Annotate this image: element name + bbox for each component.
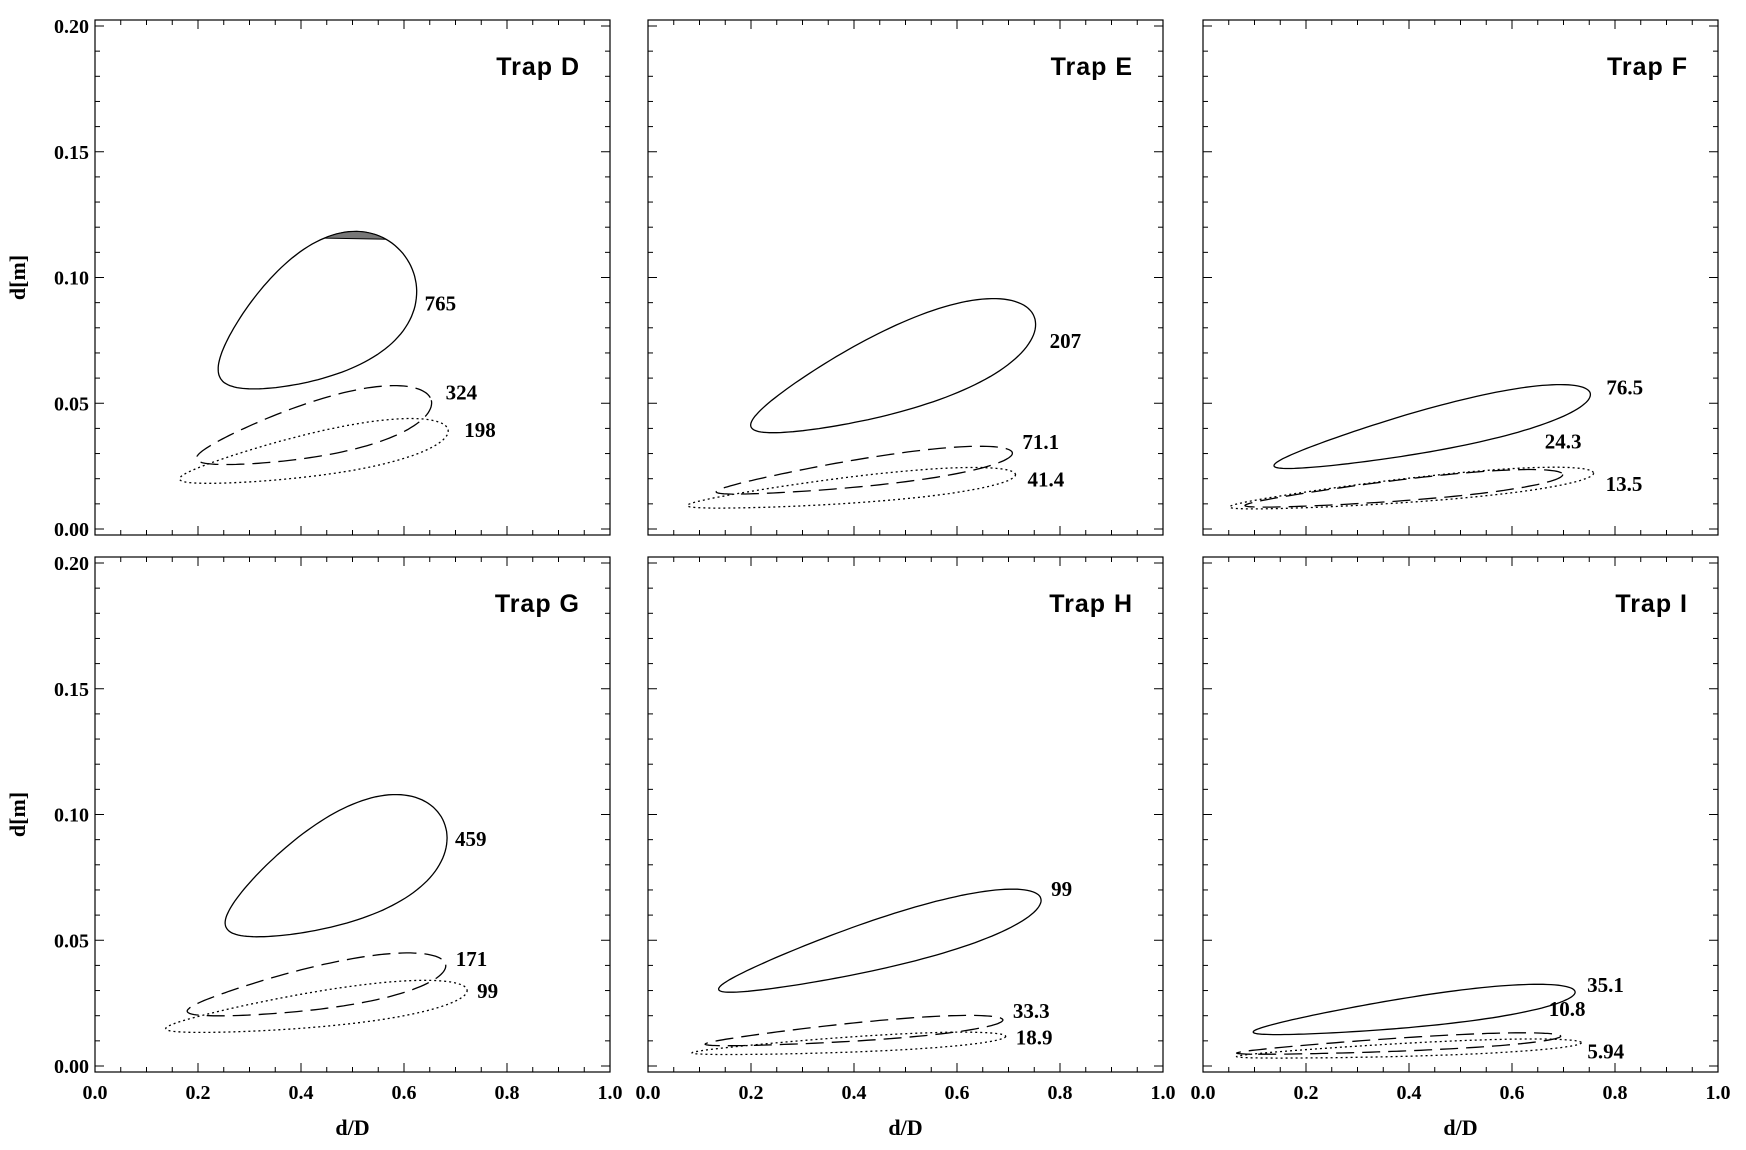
curve-dashed	[195, 384, 433, 466]
plot-frame	[1202, 556, 1719, 1073]
curve-label: 24.3	[1545, 430, 1582, 454]
y-tick-label: 0.00	[54, 1056, 89, 1078]
curve-label: 324	[446, 381, 478, 405]
panel-title: Trap H	[1049, 590, 1133, 618]
curve-dotted	[1235, 1038, 1583, 1059]
plot-frame	[647, 556, 1164, 1073]
shaded-region	[324, 230, 387, 240]
curve-label: 18.9	[1016, 1025, 1053, 1049]
y-tick-label: 0.10	[54, 805, 89, 827]
curve-dotted	[691, 1031, 1007, 1056]
plot-frame	[94, 556, 611, 1073]
panel-trap-d: 0.00 0.05 0.10 0.15 0.20 d[m] Trap D 765 324 198	[5, 16, 611, 541]
y-tick-label: 0.10	[54, 268, 89, 290]
x-tick-label: 0.6	[392, 1082, 417, 1104]
curve-solid	[750, 297, 1037, 434]
x-axis-title: d/D	[888, 1115, 922, 1140]
x-tick-label: 0.8	[1048, 1082, 1073, 1104]
curve-label: 459	[455, 827, 487, 851]
curve-solid	[1273, 383, 1592, 470]
curve-solid	[217, 230, 418, 390]
curve-label: 71.1	[1022, 430, 1059, 454]
panel-title: Trap G	[495, 590, 580, 618]
x-tick-label: 0.2	[1294, 1082, 1319, 1104]
curve-dashed	[1235, 1032, 1562, 1055]
curve-label: 99	[1051, 877, 1072, 901]
curve-label: 207	[1050, 329, 1082, 353]
curve-label: 41.4	[1027, 467, 1064, 491]
curve-label: 10.8	[1549, 997, 1586, 1021]
x-tick-label: 0.8	[1603, 1082, 1628, 1104]
y-tick-label: 0.05	[54, 930, 89, 952]
plot-frame	[1202, 19, 1719, 536]
x-axis-title: d/D	[1443, 1115, 1477, 1140]
curve-dashed	[1244, 468, 1564, 508]
panel-title: Trap D	[496, 53, 580, 81]
curve-label: 33.3	[1013, 999, 1050, 1023]
y-tick-label: 0.00	[54, 519, 89, 541]
curve-solid	[717, 888, 1042, 993]
panel-trap-g: 0.00 0.05 0.10 0.15 0.20 d[m] 0.0 0.2 0.4 0.6 0.8 1…	[5, 553, 623, 1140]
plot-frame	[94, 19, 611, 536]
curve-solid	[224, 793, 448, 938]
panel-trap-h: 0.0 0.2 0.4 0.6 0.8 1.0 d/D Trap H 99 33.318.9	[636, 556, 1176, 1140]
y-tick-label: 0.20	[54, 16, 89, 38]
x-tick-label: 0.4	[289, 1082, 314, 1104]
x-tick-label: 0.4	[842, 1082, 867, 1104]
y-axis-title: d[m]	[5, 792, 30, 837]
curve-label: 76.5	[1606, 376, 1643, 400]
y-tick-label: 0.20	[54, 553, 89, 575]
x-tick-label: 0.6	[945, 1082, 970, 1104]
curve-label: 765	[425, 292, 457, 316]
curve-label: 99	[477, 979, 498, 1003]
curve-solid	[1252, 983, 1576, 1036]
curve-dashed	[186, 952, 447, 1017]
curve-label: 198	[464, 418, 496, 442]
curve-dotted	[686, 466, 1017, 509]
x-tick-label: 0.2	[186, 1082, 211, 1104]
panel-trap-i: 0.0 0.2 0.4 0.6 0.8 1.0 d/D Trap I 35.110.85.94	[1191, 556, 1731, 1140]
x-tick-label: 1.0	[1706, 1082, 1731, 1104]
curve-dashed	[704, 1014, 1004, 1047]
panel-title: Trap F	[1607, 53, 1688, 81]
y-axis-title: d[m]	[5, 255, 30, 300]
panel-title: Trap E	[1051, 53, 1133, 81]
panel-title: Trap I	[1615, 590, 1688, 618]
curve-label: 171	[456, 947, 488, 971]
y-tick-label: 0.15	[54, 142, 89, 164]
x-tick-label: 0.8	[495, 1082, 520, 1104]
curve-dotted	[1228, 466, 1595, 510]
x-tick-label: 0.6	[1500, 1082, 1525, 1104]
panel-trap-f: Trap F 76.5 24.3 13.5	[1202, 19, 1719, 536]
x-axis-title: d/D	[335, 1115, 369, 1140]
x-tick-label: 0.2	[739, 1082, 764, 1104]
y-tick-label: 0.05	[54, 393, 89, 415]
curve-label: 13.5	[1606, 472, 1643, 496]
panel-trap-e: Trap E 207 71.1 41.4	[647, 19, 1164, 536]
x-tick-label: 0.0	[83, 1082, 108, 1104]
x-tick-label: 0.0	[1191, 1082, 1216, 1104]
x-tick-label: 1.0	[1151, 1082, 1176, 1104]
y-tick-label: 0.15	[54, 679, 89, 701]
curve-dashed	[715, 445, 1014, 495]
curve-label: 35.1	[1587, 973, 1624, 997]
plot-frame	[647, 19, 1164, 536]
curve-dotted	[165, 979, 468, 1034]
x-tick-label: 1.0	[598, 1082, 623, 1104]
curve-label: 5.94	[1587, 1040, 1624, 1064]
curve-dotted	[178, 417, 449, 484]
x-tick-label: 0.4	[1397, 1082, 1422, 1104]
x-tick-label: 0.0	[636, 1082, 661, 1104]
